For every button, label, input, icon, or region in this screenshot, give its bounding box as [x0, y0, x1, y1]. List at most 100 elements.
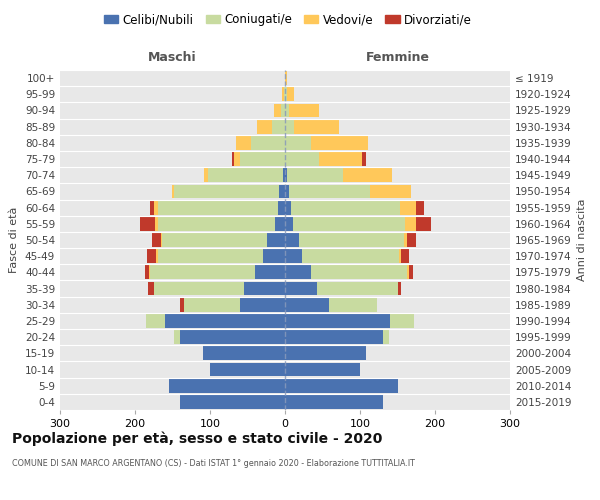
Bar	[232, 152, 234, 166]
Bar	[147, 250, 156, 263]
Bar	[146, 314, 165, 328]
Bar	[154, 200, 157, 214]
Bar	[150, 266, 255, 280]
Bar	[289, 104, 319, 118]
Bar	[285, 168, 287, 182]
Bar	[407, 233, 416, 247]
Bar	[416, 200, 424, 214]
Bar	[285, 395, 383, 409]
Legend: Celibi/Nubili, Coniugati/e, Vedovi/e, Divorziati/e: Celibi/Nubili, Coniugati/e, Vedovi/e, Di…	[99, 8, 477, 31]
Bar	[139, 217, 155, 230]
Bar	[149, 266, 150, 280]
Bar	[281, 104, 285, 118]
Bar	[169, 379, 285, 392]
Bar	[283, 168, 285, 182]
Bar	[148, 282, 154, 296]
Y-axis label: Fasce di età: Fasce di età	[10, 207, 19, 273]
Bar	[158, 217, 275, 230]
Bar	[329, 298, 377, 312]
Bar	[285, 200, 291, 214]
Bar	[390, 314, 414, 328]
Bar	[204, 168, 208, 182]
Bar	[285, 120, 294, 134]
Bar	[299, 233, 404, 247]
Bar	[343, 168, 392, 182]
Bar	[236, 136, 251, 149]
Bar	[287, 88, 294, 101]
Bar	[150, 200, 154, 214]
Bar	[285, 233, 299, 247]
Bar	[285, 152, 319, 166]
Bar	[180, 330, 285, 344]
Bar	[293, 217, 405, 230]
Bar	[274, 104, 281, 118]
Bar	[285, 71, 287, 85]
Bar	[157, 250, 263, 263]
Bar	[284, 88, 285, 101]
Bar	[180, 395, 285, 409]
Bar	[285, 298, 329, 312]
Text: Maschi: Maschi	[148, 50, 197, 64]
Bar	[398, 282, 401, 296]
Text: Popolazione per età, sesso e stato civile - 2020: Popolazione per età, sesso e stato civil…	[12, 431, 382, 446]
Bar	[404, 233, 407, 247]
Bar	[257, 120, 271, 134]
Bar	[156, 250, 157, 263]
Bar	[267, 233, 285, 247]
Bar	[172, 184, 174, 198]
Bar	[285, 362, 360, 376]
Bar	[319, 152, 362, 166]
Bar	[285, 314, 390, 328]
Bar	[285, 379, 398, 392]
Bar	[287, 168, 343, 182]
Bar	[409, 266, 413, 280]
Bar	[165, 314, 285, 328]
Bar	[285, 330, 383, 344]
Bar	[277, 200, 285, 214]
Text: Femmine: Femmine	[365, 50, 430, 64]
Bar	[180, 298, 184, 312]
Bar	[210, 362, 285, 376]
Bar	[302, 250, 399, 263]
Bar	[162, 233, 267, 247]
Bar	[285, 104, 289, 118]
Bar	[311, 136, 367, 149]
Bar	[289, 184, 370, 198]
Bar	[401, 250, 409, 263]
Bar	[370, 184, 411, 198]
Bar	[405, 217, 416, 230]
Bar	[145, 266, 149, 280]
Bar	[161, 233, 162, 247]
Bar	[157, 200, 277, 214]
Bar	[291, 200, 400, 214]
Bar	[271, 120, 285, 134]
Bar	[279, 184, 285, 198]
Bar	[151, 233, 161, 247]
Bar	[275, 217, 285, 230]
Bar	[285, 88, 287, 101]
Bar	[285, 217, 293, 230]
Bar	[155, 217, 158, 230]
Bar	[174, 330, 180, 344]
Bar	[263, 250, 285, 263]
Bar	[154, 282, 244, 296]
Bar	[282, 88, 284, 101]
Bar	[294, 120, 339, 134]
Bar	[285, 136, 311, 149]
Bar	[399, 250, 401, 263]
Bar	[208, 168, 283, 182]
Bar	[362, 152, 366, 166]
Bar	[285, 346, 366, 360]
Bar	[184, 298, 240, 312]
Y-axis label: Anni di nascita: Anni di nascita	[577, 198, 587, 281]
Bar	[317, 282, 398, 296]
Bar	[407, 266, 409, 280]
Bar	[285, 282, 317, 296]
Text: COMUNE DI SAN MARCO ARGENTANO (CS) - Dati ISTAT 1° gennaio 2020 - Elaborazione T: COMUNE DI SAN MARCO ARGENTANO (CS) - Dat…	[12, 459, 415, 468]
Bar	[234, 152, 240, 166]
Bar	[244, 282, 285, 296]
Bar	[383, 330, 389, 344]
Bar	[416, 217, 431, 230]
Bar	[240, 298, 285, 312]
Bar	[400, 200, 416, 214]
